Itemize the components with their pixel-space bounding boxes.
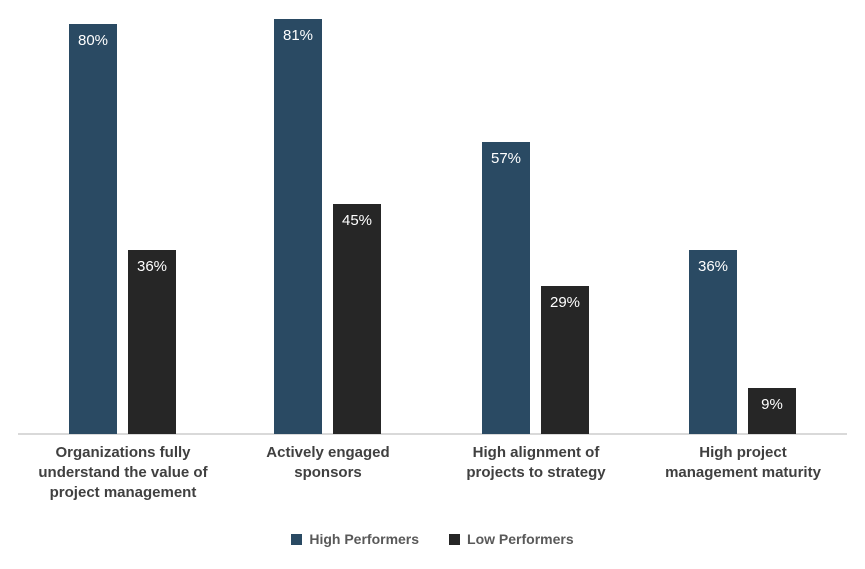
bar-value-label: 29%	[549, 294, 581, 311]
legend-item-high-performers: High Performers	[291, 531, 419, 548]
bar-value-label: 81%	[282, 27, 314, 44]
legend-item-low-performers: Low Performers	[449, 531, 574, 548]
category-axis-labels: Organizations fully understand the value…	[0, 443, 865, 513]
category-label: High project management maturity	[665, 444, 821, 481]
bar-value-label: 36%	[136, 258, 168, 275]
plot-area: 80% 36% 81% 45% 57% 29% 36% 9%	[18, 19, 847, 435]
bar-value-label: 57%	[490, 150, 522, 167]
bar-high-performers: 36%	[689, 250, 737, 434]
legend-swatch-high-performers	[291, 534, 303, 545]
bar-value-label: 45%	[341, 212, 373, 229]
legend-swatch-low-performers	[449, 534, 461, 545]
bar-high-performers: 57%	[482, 142, 530, 434]
category-label: Actively engaged sponsors	[266, 444, 390, 481]
category-label: High alignment of projects to strategy	[466, 444, 606, 481]
bar-low-performers: 36%	[128, 250, 176, 434]
x-axis-line	[18, 433, 847, 435]
bar-value-label: 80%	[77, 32, 109, 49]
bar-value-label: 9%	[761, 396, 783, 413]
legend: High Performers Low Performers	[0, 531, 865, 548]
legend-label-high-performers: High Performers	[309, 531, 420, 547]
bar-low-performers: 45%	[333, 204, 381, 434]
legend-label-low-performers: Low Performers	[467, 531, 574, 547]
bar-high-performers: 81%	[274, 19, 322, 434]
bar-high-performers: 80%	[69, 24, 117, 434]
bar-low-performers: 9%	[748, 388, 796, 434]
category-label: Organizations fully understand the value…	[38, 444, 208, 501]
bar-low-performers: 29%	[541, 286, 589, 434]
bar-value-label: 36%	[697, 258, 729, 275]
